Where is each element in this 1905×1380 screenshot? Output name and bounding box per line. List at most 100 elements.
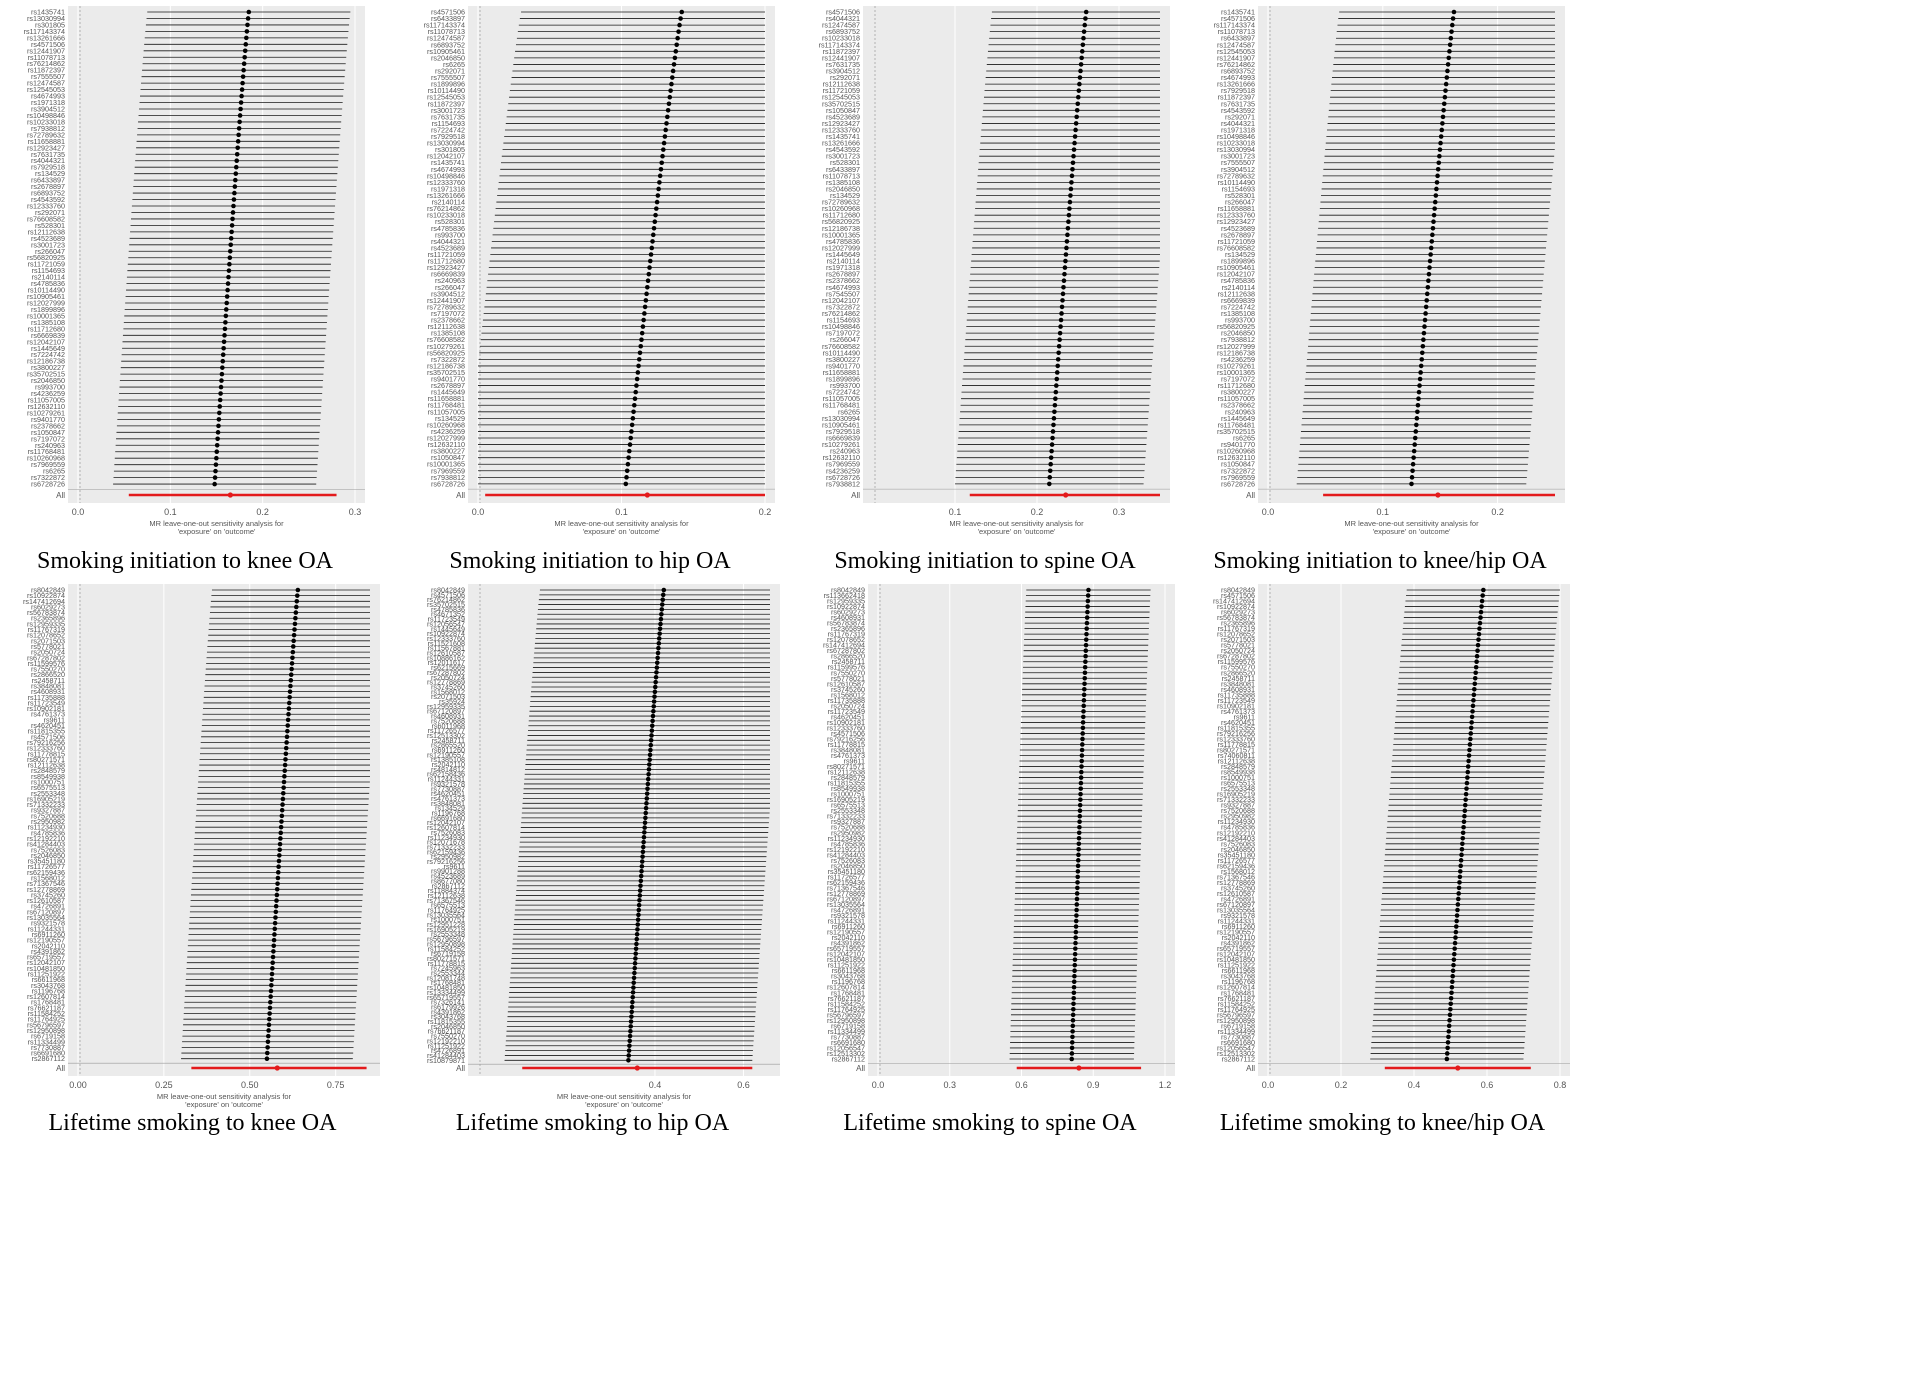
estimate-point	[1070, 1012, 1076, 1018]
estimate-point	[1432, 199, 1438, 205]
estimate-point	[629, 422, 635, 428]
estimate-point	[1421, 337, 1426, 343]
snp-label: rs6179926	[431, 1002, 465, 1011]
estimate-point	[1417, 376, 1423, 382]
estimate-point	[1422, 324, 1427, 329]
snp-label: rs11815355	[1218, 723, 1255, 732]
estimate-point	[215, 436, 220, 442]
x-tick-label: 0.4	[1408, 1080, 1421, 1090]
snp-label: rs1154693	[432, 119, 465, 128]
snp-label: rs10498846	[27, 111, 65, 120]
snp-label: rs12923427	[1217, 217, 1255, 226]
estimate-point	[659, 611, 664, 617]
snp-label: rs1971318	[826, 263, 860, 272]
estimate-point	[288, 672, 294, 678]
estimate-point	[1075, 874, 1081, 880]
snp-label: rs266047	[435, 283, 465, 292]
estimate-point	[626, 1048, 632, 1053]
snp-label: rs2950982	[31, 817, 65, 826]
snp-label: rs12632110	[428, 440, 465, 449]
panel-6: 0.4 0.6 rs8042849 rs4571506 rs76214862 rs3570…	[400, 578, 785, 1144]
snp-label: rs2140114	[1222, 283, 1255, 292]
snp-label: rs16905219	[1217, 790, 1255, 799]
estimate-point	[1068, 193, 1073, 198]
snp-label: rs7520688	[831, 823, 865, 832]
x-tick-label: 0.2	[256, 507, 269, 517]
estimate-point	[268, 994, 273, 999]
snp-label: rs12027999	[27, 299, 65, 308]
estimate-point	[1085, 604, 1090, 609]
estimate-point	[1080, 736, 1085, 742]
snp-label: rs7969559	[1221, 473, 1255, 482]
snp-label: rs10879871	[427, 1056, 465, 1065]
estimate-point	[292, 621, 298, 627]
snp-label: rs11723549	[28, 698, 65, 707]
snp-label: rs2378662	[1221, 401, 1255, 410]
estimate-point	[1427, 258, 1433, 264]
snp-label: rs8549938	[1221, 768, 1255, 777]
snp-label: rs67120897	[27, 907, 65, 916]
snp-label: rs11884374	[428, 886, 465, 895]
snp-label: rs12112638	[428, 322, 465, 331]
estimate-point	[1439, 127, 1445, 133]
snp-label: rs7555507	[1221, 158, 1255, 167]
estimate-point	[1467, 742, 1473, 747]
estimate-point	[632, 970, 637, 976]
estimate-point	[230, 210, 236, 215]
snp-label: rs301805	[35, 20, 65, 29]
snp-label: rs56796597	[827, 1010, 865, 1019]
snp-label: rs2071503	[31, 636, 65, 645]
snp-label: rs13261666	[427, 191, 465, 200]
estimate-point	[645, 786, 650, 792]
snp-label: rs4523689	[431, 872, 465, 881]
estimate-point	[1076, 88, 1082, 93]
estimate-point	[1075, 863, 1081, 869]
estimate-point	[1444, 1056, 1450, 1062]
snp-label: rs72789632	[427, 302, 465, 311]
estimate-point	[1074, 114, 1079, 120]
snp-label: rs13261666	[1217, 80, 1255, 89]
estimate-point	[660, 153, 665, 159]
snp-label: rs11567881	[428, 644, 465, 653]
estimate-point	[1473, 670, 1478, 676]
snp-label: rs35451180	[1218, 850, 1255, 859]
estimate-point	[266, 1022, 272, 1028]
snp-label: rs7550270	[1221, 663, 1255, 672]
estimate-point	[1423, 311, 1428, 316]
snp-label: rs3745260	[31, 890, 65, 899]
estimate-point	[277, 841, 283, 847]
estimate-point	[1410, 468, 1415, 474]
estimate-point	[1474, 653, 1480, 659]
x-axis-label: MR leave-one-out sensitivity analysis fo…	[1344, 519, 1479, 528]
snp-label: rs7631735	[431, 112, 465, 121]
snp-label: rs11584252	[28, 1009, 65, 1018]
estimate-point	[654, 670, 659, 675]
snp-label: rs1971318	[1221, 125, 1255, 134]
x-tick-label: 0.2	[1335, 1080, 1348, 1090]
snp-label: rs62159436	[27, 868, 65, 877]
estimate-point	[659, 602, 665, 607]
snp-label: rs12778869	[27, 885, 65, 894]
snp-label: rs12950898	[827, 1016, 865, 1025]
estimate-point	[1466, 753, 1472, 758]
snp-label: rs12042107	[27, 958, 65, 967]
estimate-point	[1452, 940, 1458, 946]
estimate-point	[656, 186, 661, 192]
snp-label: rs117143374	[1214, 21, 1255, 30]
estimate-point	[1072, 951, 1078, 957]
estimate-point	[293, 610, 299, 615]
estimate-point	[1469, 714, 1475, 720]
snp-label: rs56783874	[1217, 613, 1255, 622]
estimate-point	[1060, 291, 1066, 297]
snp-label: rs11735888	[1218, 690, 1255, 699]
estimate-point	[624, 475, 629, 480]
estimate-point	[640, 324, 646, 329]
x-axis-label: 'exposure' on 'outcome'	[583, 527, 661, 536]
estimate-point	[652, 684, 658, 690]
snp-label: rs76214862	[427, 595, 465, 604]
snp-label: rs1154693	[1222, 184, 1255, 193]
snp-label: rs12192210	[27, 834, 65, 843]
overall-point	[1455, 1065, 1461, 1071]
snp-label: rs7197072	[431, 309, 465, 318]
snp-label: rs12011617	[428, 658, 465, 667]
